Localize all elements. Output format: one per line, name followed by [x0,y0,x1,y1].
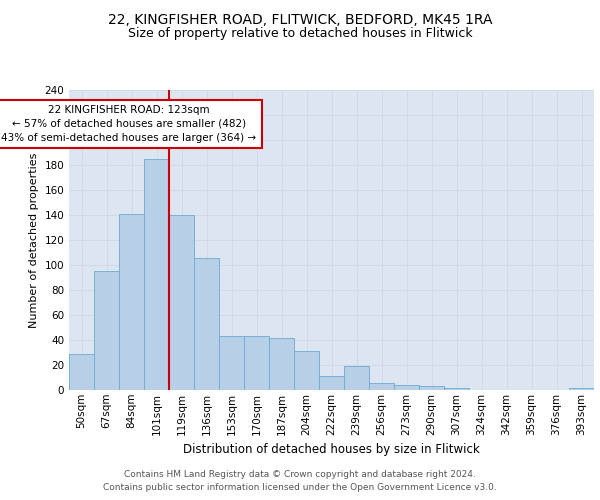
Bar [169,215,194,390]
Bar [294,351,319,390]
Text: 22, KINGFISHER ROAD, FLITWICK, BEDFORD, MK45 1RA: 22, KINGFISHER ROAD, FLITWICK, BEDFORD, … [108,12,492,26]
Bar [344,366,369,390]
Bar [144,159,169,390]
Bar [219,336,244,390]
Bar [194,258,219,390]
Text: Contains public sector information licensed under the Open Government Licence v3: Contains public sector information licen… [103,484,497,492]
Bar [569,388,594,390]
Bar [319,376,344,390]
Bar [244,336,269,390]
Bar [419,386,444,390]
Text: Size of property relative to detached houses in Flitwick: Size of property relative to detached ho… [128,28,472,40]
Bar [369,382,394,390]
Bar [444,388,469,390]
Bar [94,271,119,390]
Bar [269,338,294,390]
Bar [69,354,94,390]
Y-axis label: Number of detached properties: Number of detached properties [29,152,39,328]
Bar [119,214,144,390]
Bar [394,385,419,390]
X-axis label: Distribution of detached houses by size in Flitwick: Distribution of detached houses by size … [183,443,480,456]
Text: Contains HM Land Registry data © Crown copyright and database right 2024.: Contains HM Land Registry data © Crown c… [124,470,476,479]
Text: 22 KINGFISHER ROAD: 123sqm
← 57% of detached houses are smaller (482)
43% of sem: 22 KINGFISHER ROAD: 123sqm ← 57% of deta… [1,105,257,143]
